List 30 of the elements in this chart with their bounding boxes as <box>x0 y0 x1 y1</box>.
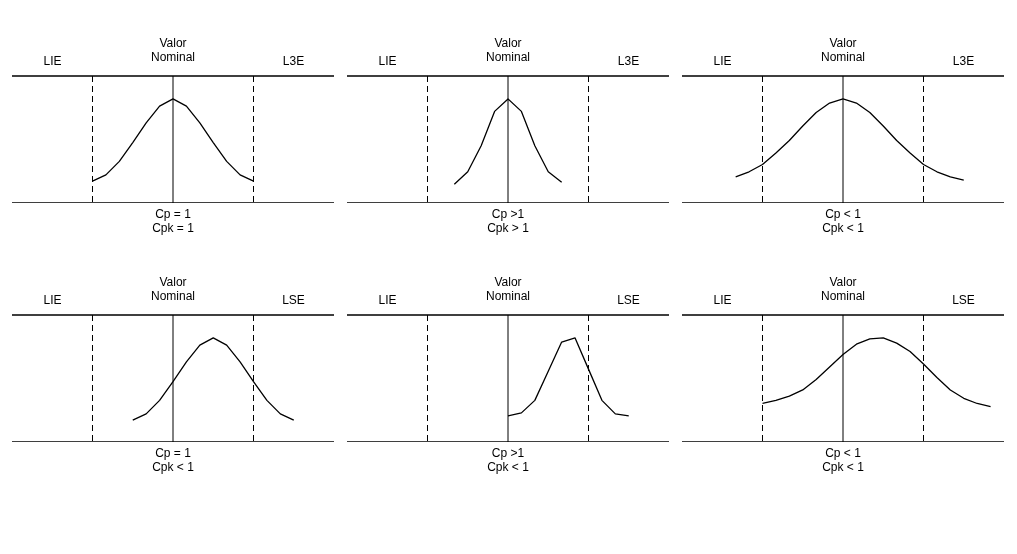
text: Valor Nominal <box>150 275 196 304</box>
text: LSE <box>282 293 305 308</box>
text: L3E <box>952 54 975 69</box>
text: LIE <box>43 293 62 308</box>
text: LIE <box>713 293 732 308</box>
text: Cp < 1 <box>824 446 862 460</box>
text: Valor Nominal <box>150 36 196 65</box>
text: LIE <box>378 54 397 69</box>
text: LIE <box>43 54 62 69</box>
text: Cpk < 1 <box>822 460 864 474</box>
text: Valor Nominal <box>820 275 866 304</box>
text: Cpk < 1 <box>152 460 194 474</box>
text: Cp >1 <box>490 446 526 460</box>
text: Cp = 1 <box>154 207 192 221</box>
text: Cp < 1 <box>824 207 862 221</box>
text: Valor Nominal <box>485 275 531 304</box>
text: LSE <box>952 293 975 308</box>
text: Cpk = 1 <box>152 221 194 235</box>
text: LSE <box>617 293 640 308</box>
text: LIE <box>713 54 732 69</box>
text: L3E <box>617 54 640 69</box>
text: L3E <box>282 54 305 69</box>
text: Valor Nominal <box>485 36 531 65</box>
text: LIE <box>378 293 397 308</box>
text: Cp = 1 <box>154 446 192 460</box>
text: Cpk < 1 <box>487 460 529 474</box>
text: Cpk > 1 <box>487 221 529 235</box>
text: Cpk < 1 <box>822 221 864 235</box>
text: Cp >1 <box>490 207 526 221</box>
text: Valor Nominal <box>820 36 866 65</box>
